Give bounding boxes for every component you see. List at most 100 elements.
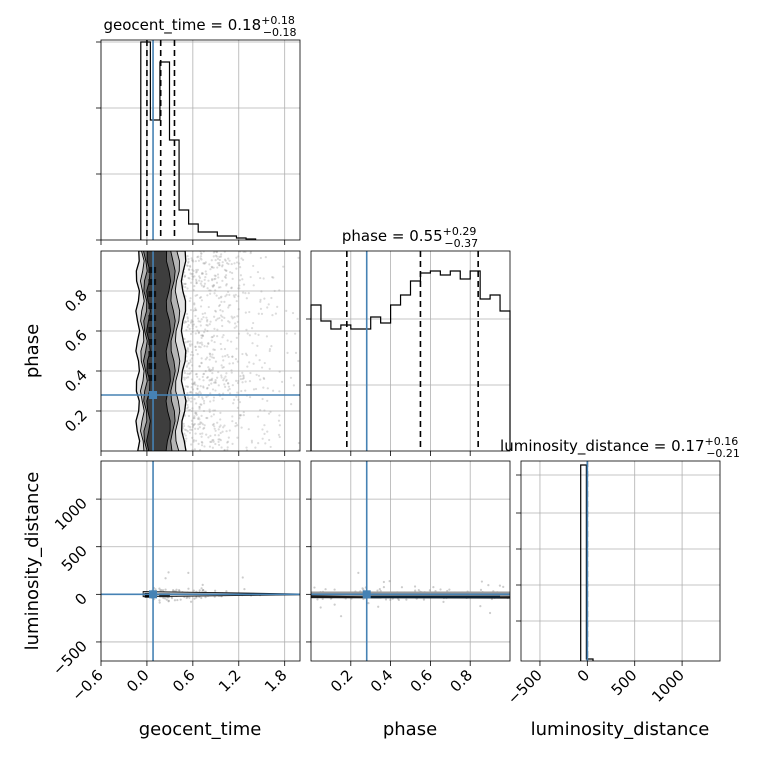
sample-point — [237, 295, 240, 298]
sample-point — [209, 400, 212, 403]
sample-point — [225, 378, 228, 381]
sample-point — [206, 329, 209, 333]
sample-point — [227, 436, 230, 439]
sample-point — [303, 383, 305, 385]
sample-point — [224, 276, 227, 279]
sample-point — [198, 406, 201, 409]
sample-point — [222, 426, 225, 429]
sample-point — [201, 312, 204, 315]
sample-point — [188, 596, 191, 599]
hist-line-luminosity_distance — [580, 464, 594, 661]
sample-point — [187, 361, 190, 365]
sample-point — [206, 386, 209, 390]
sample-point — [189, 344, 192, 348]
sample-point — [367, 601, 370, 605]
sample-point — [289, 376, 293, 379]
sample-point — [297, 256, 300, 259]
sample-point — [235, 325, 238, 328]
sample-point — [194, 345, 197, 348]
frames-layer — [96, 39, 721, 666]
sample-point — [238, 262, 241, 265]
sample-point — [208, 369, 211, 372]
sample-point — [199, 346, 202, 349]
sample-point — [187, 319, 190, 323]
sample-point — [213, 425, 216, 428]
sample-point — [211, 356, 214, 359]
sample-point — [195, 281, 198, 285]
sample-point — [186, 316, 189, 319]
sample-point — [201, 432, 204, 435]
sample-point — [238, 417, 241, 420]
sample-point — [209, 369, 212, 373]
sample-point — [158, 601, 161, 604]
sample-point — [183, 428, 187, 431]
sample-point — [214, 274, 217, 277]
sample-point — [297, 449, 300, 451]
sample-point — [357, 571, 360, 574]
sample-point — [277, 433, 281, 436]
sample-point — [186, 254, 189, 258]
sample-point — [233, 326, 236, 329]
sample-point — [203, 424, 206, 427]
sample-point — [234, 358, 238, 361]
sample-point — [208, 323, 211, 326]
tick-label: 500 — [58, 542, 91, 575]
tick-label: 1.8 — [261, 666, 291, 696]
sample-point — [195, 282, 198, 285]
sample-point — [195, 268, 198, 272]
sample-point — [277, 419, 281, 422]
sample-point — [230, 369, 233, 372]
sample-point — [208, 379, 211, 382]
sample-point — [280, 380, 284, 383]
tick-label: 0.6 — [169, 666, 199, 696]
sample-point — [192, 424, 195, 427]
sample-point — [216, 266, 219, 269]
sample-point — [439, 588, 442, 591]
title-value: luminosity_distance = 0.17 — [500, 437, 704, 456]
sample-point — [210, 259, 213, 262]
sample-point — [267, 303, 270, 306]
sample-point — [197, 317, 200, 320]
sample-point — [230, 340, 233, 343]
sample-point — [278, 289, 281, 292]
sample-point — [291, 311, 295, 315]
sample-point — [195, 391, 198, 395]
sample-point — [224, 385, 227, 388]
sample-point — [227, 320, 230, 323]
sample-point — [248, 396, 252, 399]
sample-point — [214, 259, 217, 262]
sample-point — [262, 386, 265, 389]
sample-point — [207, 279, 210, 282]
sample-point — [223, 275, 227, 278]
sample-point — [213, 292, 216, 295]
sample-point — [234, 322, 237, 325]
sample-point — [244, 352, 248, 355]
sample-point — [214, 309, 217, 312]
panel-frame — [310, 250, 511, 452]
sample-point — [266, 430, 269, 433]
sample-point — [442, 600, 445, 604]
sample-point — [186, 287, 189, 290]
hist-line-phase — [310, 270, 511, 451]
sample-point — [214, 310, 218, 313]
sample-point — [200, 435, 203, 438]
sample-point — [223, 424, 226, 427]
sample-point — [220, 253, 223, 256]
sample-point — [235, 347, 238, 350]
sample-point — [316, 598, 319, 601]
sample-point — [191, 259, 194, 262]
sample-point — [200, 336, 203, 340]
sample-point — [313, 279, 315, 281]
sample-point — [261, 397, 264, 401]
sample-point — [202, 379, 205, 382]
sample-point — [202, 285, 205, 289]
sample-point — [198, 589, 201, 592]
sample-point — [225, 430, 228, 433]
sample-point — [202, 589, 205, 592]
tick-label: 500 — [608, 666, 641, 699]
sample-point — [221, 279, 224, 282]
sample-point — [231, 271, 234, 275]
sample-point — [257, 442, 260, 445]
sample-point — [187, 399, 190, 402]
sample-point — [225, 262, 229, 265]
